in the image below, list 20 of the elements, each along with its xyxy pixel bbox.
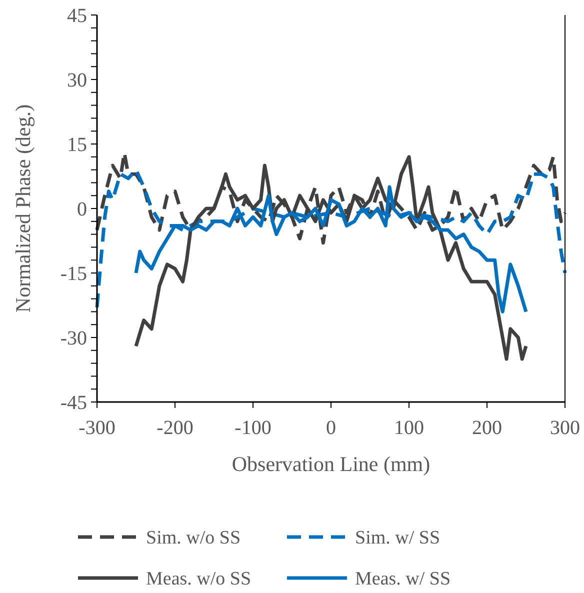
y-tick-label: -30: [60, 328, 87, 350]
y-axis-title: Normalized Phase (deg.): [11, 104, 35, 313]
legend-label: Sim. w/ SS: [355, 528, 440, 549]
y-tick-label: 0: [77, 198, 87, 220]
legend-label: Meas. w/o SS: [146, 568, 252, 590]
y-tick-label: 15: [67, 134, 87, 156]
legend-label: Sim. w/o SS: [146, 528, 241, 549]
y-tick-label: 30: [67, 70, 87, 92]
x-tick-label: 100: [394, 417, 424, 439]
y-tick-label: 45: [67, 5, 87, 27]
x-tick-label: -100: [234, 417, 272, 439]
x-tick-label: 0: [326, 417, 336, 439]
x-tick-label: -200: [156, 417, 194, 439]
y-tick-label: -45: [60, 392, 87, 414]
x-tick-label: 200: [472, 417, 502, 439]
x-tick-label: -300: [78, 417, 116, 439]
x-axis-title: Observation Line (mm): [232, 452, 430, 476]
y-tick-label: -15: [60, 263, 87, 285]
legend-label: Meas. w/ SS: [355, 568, 451, 590]
x-tick-label: 300: [550, 417, 580, 439]
